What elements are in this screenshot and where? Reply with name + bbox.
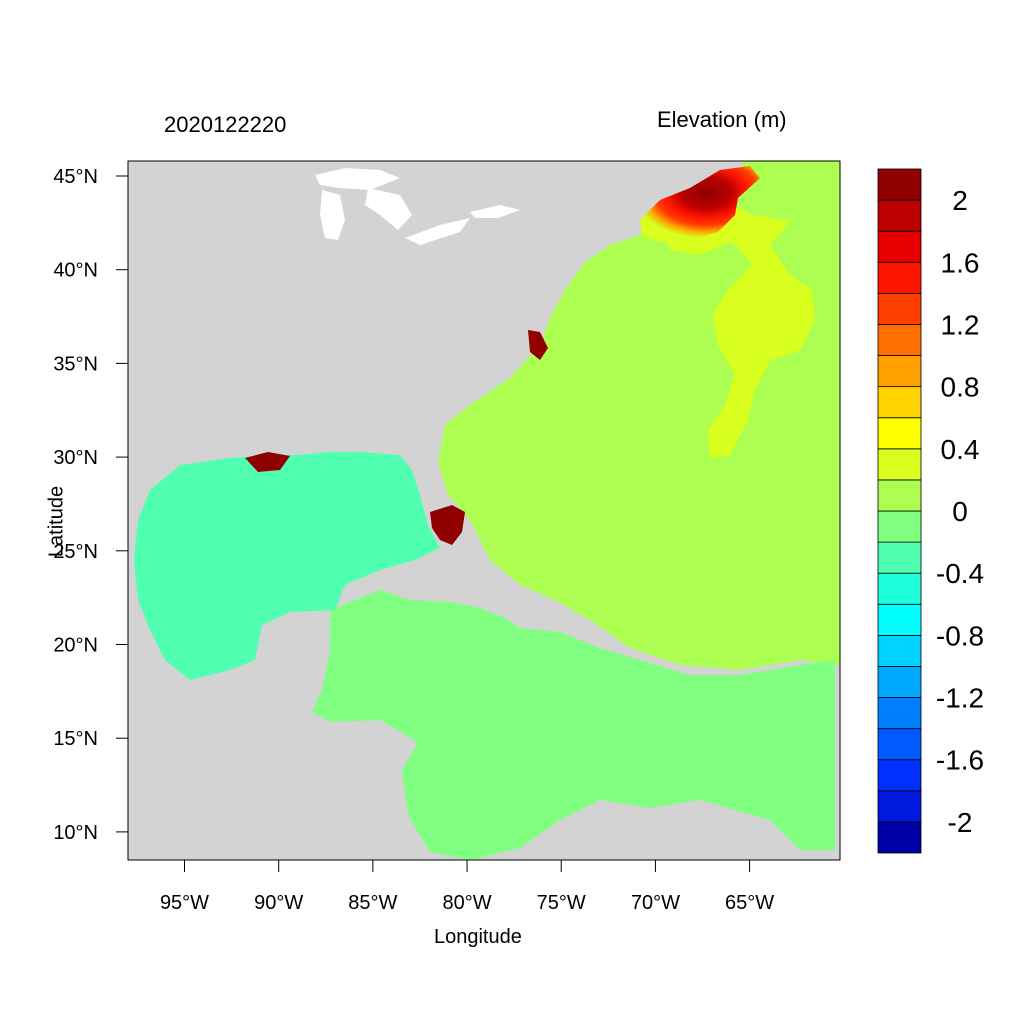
x-tick-label: 65°W bbox=[725, 892, 774, 914]
colorbar-bin bbox=[877, 728, 922, 761]
x-axis: 95°W 90°W 85°W 80°W 75°W 70°W 65°W bbox=[160, 860, 774, 914]
colorbar-bin bbox=[877, 603, 922, 636]
colorbar-bin bbox=[877, 448, 922, 481]
colorbar-label: -1.6 bbox=[936, 745, 984, 776]
colorbar-label: -2 bbox=[948, 807, 973, 838]
date-title: 2020122220 bbox=[164, 112, 287, 137]
colorbar-bin bbox=[877, 510, 922, 543]
y-axis: 45°N 40°N 35°N 30°N 25°N 20°N 15°N 10°N bbox=[53, 166, 128, 844]
y-tick-label: 35°N bbox=[53, 353, 98, 375]
south-florida-surge bbox=[430, 505, 465, 545]
lake-huron bbox=[365, 188, 412, 230]
colorbar-label: 2 bbox=[952, 185, 968, 216]
plot-frame bbox=[127, 160, 841, 861]
colorbar-bin bbox=[877, 261, 922, 294]
colorbar-label: 0.4 bbox=[941, 434, 980, 465]
lake-ontario bbox=[470, 205, 520, 218]
chesapeake-surge bbox=[528, 330, 548, 360]
colorbar-label: 0 bbox=[952, 496, 968, 527]
colorbar-labels: -2 -1.6 -1.2 -0.8 -0.4 0 0.4 0.8 1.2 1.6 2 bbox=[936, 185, 984, 838]
colorbar-label: -1.2 bbox=[936, 683, 984, 714]
y-tick-label: 20°N bbox=[53, 634, 98, 656]
colorbar-bin bbox=[877, 821, 922, 854]
y-tick-label: 40°N bbox=[53, 260, 98, 282]
colorbar bbox=[877, 168, 922, 854]
colorbar-label: -0.8 bbox=[936, 620, 984, 651]
elevation-map bbox=[128, 161, 840, 860]
y-tick-label: 15°N bbox=[53, 728, 98, 750]
caribbean-sea bbox=[312, 590, 835, 860]
x-tick-label: 85°W bbox=[348, 892, 397, 914]
x-tick-label: 90°W bbox=[254, 892, 303, 914]
y-tick-label: 45°N bbox=[53, 166, 98, 188]
colorbar-bin bbox=[877, 417, 922, 450]
colorbar-bin bbox=[877, 386, 922, 419]
y-tick-label: 25°N bbox=[53, 541, 98, 563]
lake-michigan bbox=[320, 190, 345, 240]
colorbar-bin bbox=[877, 666, 922, 698]
variable-title: Elevation (m) bbox=[657, 107, 787, 132]
colorbar-bin bbox=[877, 790, 922, 823]
x-tick-label: 95°W bbox=[160, 892, 209, 914]
colorbar-bin bbox=[877, 168, 922, 201]
offshore-high-water bbox=[708, 215, 815, 458]
colorbar-label: 0.8 bbox=[941, 372, 980, 403]
x-tick-label: 80°W bbox=[442, 892, 491, 914]
colorbar-bin bbox=[877, 759, 922, 792]
colorbar-bin bbox=[877, 697, 922, 730]
x-tick-label: 70°W bbox=[631, 892, 680, 914]
colorbar-label: 1.2 bbox=[941, 309, 980, 340]
colorbar-bin bbox=[877, 572, 922, 605]
colorbar-bin bbox=[877, 292, 922, 325]
colorbar-bin bbox=[877, 230, 922, 263]
colorbar-bin bbox=[877, 199, 922, 232]
colorbar-label: -0.4 bbox=[936, 558, 984, 589]
colorbar-bin bbox=[877, 355, 922, 388]
colorbar-bin bbox=[877, 634, 922, 667]
lake-erie bbox=[405, 218, 470, 245]
y-tick-label: 30°N bbox=[53, 447, 98, 469]
louisiana-surge bbox=[245, 452, 290, 472]
colorbar-bin bbox=[877, 324, 922, 356]
gulf-of-mexico bbox=[134, 452, 440, 680]
colorbar-bin bbox=[877, 541, 922, 574]
x-tick-label: 75°W bbox=[537, 892, 586, 914]
gulf-of-maine-surge bbox=[640, 166, 760, 242]
colorbar-bin bbox=[877, 479, 922, 512]
lake-superior bbox=[315, 168, 400, 190]
x-axis-label: Longitude bbox=[434, 926, 522, 948]
y-tick-label: 10°N bbox=[53, 822, 98, 844]
colorbar-label: 1.6 bbox=[941, 247, 980, 278]
